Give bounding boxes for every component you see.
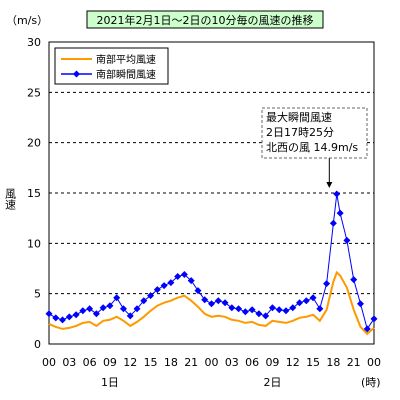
data-point <box>106 302 114 310</box>
x-tick-label: 06 <box>83 356 97 369</box>
series-line <box>48 270 375 336</box>
y-tick-label: 30 <box>27 36 41 49</box>
data-point <box>235 305 243 313</box>
data-point <box>167 279 175 287</box>
annotation-arrowhead <box>326 182 333 189</box>
data-point <box>153 286 161 294</box>
data-point <box>309 294 317 302</box>
x-tick-label: 12 <box>286 356 300 369</box>
annotation-line-3: 北西の風 14.9m/s <box>266 141 358 154</box>
series-gust-wind <box>45 190 378 333</box>
chart-title: 2021年2月1日～2日の10分毎の風速の推移 <box>97 13 314 27</box>
data-point <box>336 209 344 217</box>
legend-marker-gust <box>73 70 80 78</box>
data-point <box>45 310 53 318</box>
data-point <box>296 299 304 307</box>
data-point <box>289 304 297 312</box>
y-tick-label: 20 <box>27 137 41 150</box>
data-point <box>363 325 371 333</box>
data-point <box>323 280 331 288</box>
day-label: 1日 <box>101 376 119 389</box>
x-tick-label: 18 <box>326 356 340 369</box>
data-point <box>52 314 60 322</box>
data-point <box>72 311 80 319</box>
data-point <box>214 297 222 305</box>
data-point <box>126 312 134 320</box>
data-point <box>343 236 351 244</box>
data-point <box>119 305 127 313</box>
data-point <box>268 304 276 312</box>
data-point <box>194 287 202 295</box>
legend-box <box>54 47 169 85</box>
data-point <box>86 305 94 313</box>
y-tick-label: 25 <box>27 86 41 99</box>
x-tick-label: 15 <box>306 356 320 369</box>
legend-label-average: 南部平均風速 <box>96 53 156 66</box>
x-tick-label: 15 <box>144 356 158 369</box>
data-point <box>262 312 270 320</box>
title-box <box>86 10 324 29</box>
x-tick-label: 12 <box>123 356 137 369</box>
legend: 南部平均風速 南部瞬間風速 <box>54 47 169 85</box>
day-label: 2日 <box>263 376 281 389</box>
data-point <box>370 315 378 323</box>
max-gust-annotation: 最大瞬間風速 2日17時25分 北西の風 14.9m/s <box>261 107 368 189</box>
data-point <box>228 304 236 312</box>
x-tick-label: 21 <box>347 356 361 369</box>
y-tick-labels: 0 5 10 15 20 25 30 <box>27 36 41 351</box>
x-tick-label: 00 <box>205 356 219 369</box>
day-labels: 1日 2日 <box>101 376 282 389</box>
data-point <box>329 219 337 227</box>
y-axis-label: 風速 <box>4 188 17 210</box>
data-point <box>174 273 182 281</box>
data-point <box>113 294 121 302</box>
data-point <box>255 310 263 318</box>
data-point <box>208 300 215 308</box>
data-point <box>79 307 87 315</box>
data-point <box>201 296 209 304</box>
data-point <box>282 307 290 315</box>
data-point <box>275 306 283 314</box>
data-point <box>147 292 155 300</box>
data-point <box>221 299 229 307</box>
data-point <box>187 277 195 285</box>
x-tick-label: 03 <box>225 356 239 369</box>
y-tick-label: 10 <box>27 237 41 250</box>
x-unit-label: (時) <box>361 376 381 389</box>
series-average-wind <box>48 270 375 336</box>
y-tick-label: 0 <box>34 338 41 351</box>
annotation-box <box>261 107 368 159</box>
data-point <box>160 282 168 290</box>
x-tick-label: 06 <box>245 356 259 369</box>
x-tick-label: 09 <box>265 356 279 369</box>
data-point <box>65 313 73 321</box>
x-tick-label: 00 <box>367 356 381 369</box>
x-tick-label: 00 <box>42 356 56 369</box>
data-point <box>99 304 107 312</box>
y-tick-label: 15 <box>27 187 41 200</box>
data-point <box>140 297 148 305</box>
data-point <box>241 308 249 316</box>
x-tick-label: 21 <box>184 356 198 369</box>
data-point <box>356 300 364 308</box>
data-point <box>248 306 256 314</box>
data-point <box>59 316 67 324</box>
data-point <box>316 305 324 313</box>
data-point <box>92 310 100 318</box>
x-tick-labels: 00 03 06 09 12 15 18 21 00 03 06 09 12 15 18 21 00 <box>42 356 381 369</box>
data-point <box>133 305 141 313</box>
annotation-line-1: 最大瞬間風速 <box>266 110 332 124</box>
annotation-line-2: 2日17時25分 <box>266 126 334 139</box>
unit-label: （m/s） <box>6 14 48 27</box>
data-point <box>333 190 341 198</box>
data-point <box>350 276 358 284</box>
data-point <box>180 271 188 279</box>
legend-label-gust: 南部瞬間風速 <box>96 68 156 81</box>
x-tick-label: 09 <box>103 356 117 369</box>
x-tick-label: 03 <box>62 356 76 369</box>
y-tick-label: 5 <box>34 288 41 301</box>
x-tick-label: 18 <box>164 356 178 369</box>
data-point <box>302 297 310 305</box>
